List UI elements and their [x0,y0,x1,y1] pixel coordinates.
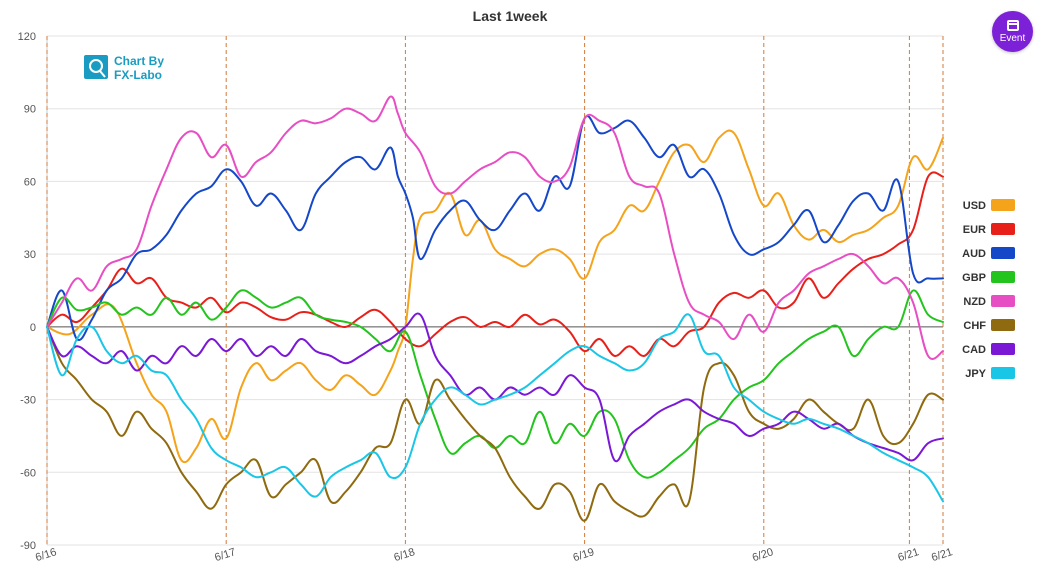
series-line-eur[interactable] [46,171,944,357]
legend-label-jpy: JPY [965,368,986,380]
legend-label-cad: CAD [962,344,986,356]
series-line-cad[interactable] [46,312,944,463]
legend-swatch-jpy[interactable] [991,367,1015,379]
event-button[interactable]: Event [992,11,1033,52]
x-axis: 6/16 6/17 6/18 6/19 6/20 6/21 6/21 [34,546,954,564]
legend-label-usd: USD [963,200,986,212]
series-line-chf[interactable] [46,325,944,522]
legend: USD EUR AUD GBP NZD CHF CAD JPY [962,199,1015,380]
y-tick-label: 0 [30,322,36,334]
grid [46,35,943,546]
y-tick-label: -60 [20,467,36,479]
legend-swatch-cad[interactable] [991,343,1015,355]
logo-line1: Chart By [114,54,164,68]
date-separators [46,36,944,545]
series-lines [46,95,944,522]
series-line-jpy[interactable] [46,313,944,503]
y-tick-label: 120 [18,31,36,43]
x-tick-label: 6/19 [572,546,596,564]
magnifier-handle [99,70,106,78]
magnifier-glass [89,59,103,73]
y-tick-label: -30 [20,395,36,407]
y-tick-label: 30 [24,249,36,261]
series-line-usd[interactable] [46,129,944,464]
y-axis: 120 90 60 30 0 -30 -60 -90 [18,31,36,552]
legend-swatch-chf[interactable] [991,319,1015,331]
legend-label-chf: CHF [963,320,986,332]
series-line-nzd[interactable] [46,95,944,360]
x-tick-label: 6/21 [930,546,954,564]
logo: Chart By FX-Labo [84,54,164,82]
calendar-icon [1006,19,1019,31]
legend-swatch-eur[interactable] [991,223,1015,235]
y-tick-label: 60 [24,176,36,188]
y-tick-label: 90 [24,104,36,116]
legend-swatch-nzd[interactable] [991,295,1015,307]
logo-line2: FX-Labo [114,68,162,82]
event-button-label: Event [999,32,1026,44]
legend-swatch-gbp[interactable] [991,271,1015,283]
legend-label-aud: AUD [962,248,986,260]
chart-title: Last 1week [473,8,548,24]
x-tick-label: 6/16 [34,546,58,564]
legend-swatch-usd[interactable] [991,199,1015,211]
legend-label-gbp: GBP [962,272,986,284]
x-tick-label: 6/21 [896,546,920,564]
legend-swatch-aud[interactable] [991,247,1015,259]
x-tick-label: 6/18 [392,546,416,564]
legend-label-nzd: NZD [963,296,986,308]
x-tick-label: 6/17 [213,546,237,564]
y-tick-label: -90 [20,540,36,552]
series-line-aud[interactable] [46,115,944,342]
legend-label-eur: EUR [963,224,986,236]
x-tick-label: 6/20 [751,546,775,564]
